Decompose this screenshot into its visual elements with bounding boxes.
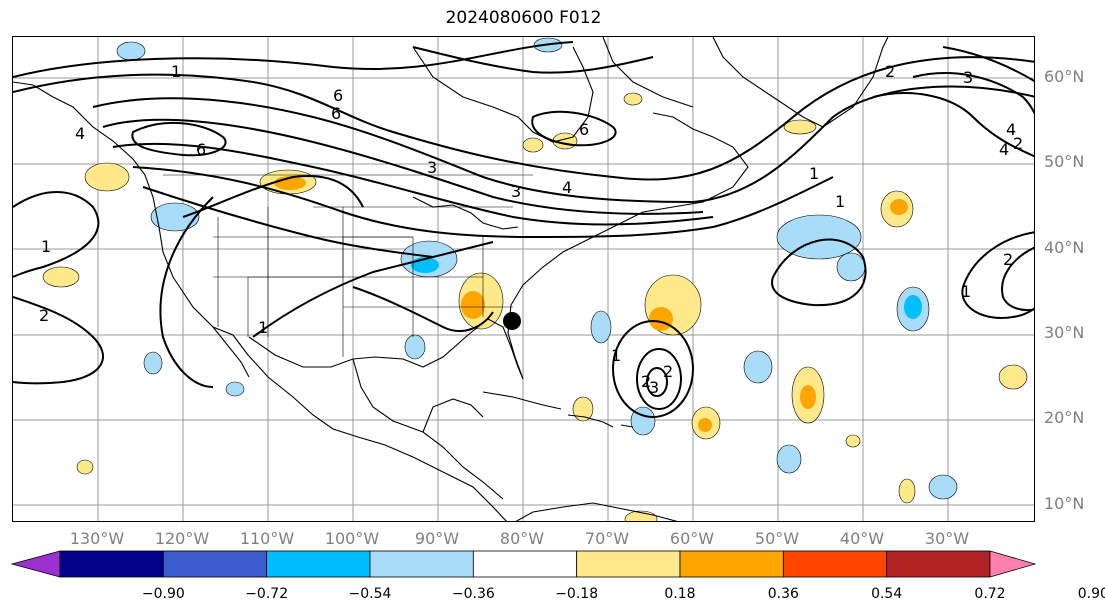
colorbar-tick-label: −0.54	[348, 586, 392, 602]
lat-label-50n: 50°N	[1044, 152, 1085, 171]
contour-label: 3	[963, 68, 973, 87]
contour-label: 4	[999, 140, 1009, 159]
lon-label-90w: 90°W	[414, 529, 460, 548]
contour-label: 3	[511, 182, 521, 201]
contour-label: 2	[1013, 134, 1023, 153]
contour-label: 1	[41, 237, 51, 256]
contour-label: 4	[75, 124, 85, 143]
contour-label: 2	[663, 362, 673, 381]
contour-label: 3	[649, 378, 659, 397]
contour-label: 2	[39, 306, 49, 325]
contour-label: 2	[1003, 250, 1013, 269]
location-marker[interactable]	[503, 312, 521, 330]
lon-label-50w: 50°W	[754, 529, 800, 548]
colorbar-tick-label: −0.90	[141, 586, 185, 602]
contour-labels: 1 6 4 6 2 3 4 6 3 4 3 2 1 1 1 6 4 2 2 1 …	[39, 62, 1023, 397]
colorbar-segment	[576, 550, 681, 578]
graticule	[13, 37, 1034, 521]
colorbar-extend-max	[989, 550, 1037, 578]
lon-label-120w: 120°W	[154, 529, 210, 548]
lon-label-40w: 40°W	[839, 529, 885, 548]
contour-label: 6	[331, 104, 341, 123]
contour-label: 1	[611, 346, 621, 365]
contour-label: 2	[885, 62, 895, 81]
colorbar-tick-label: −0.72	[245, 586, 289, 602]
contour-label: 2	[641, 372, 651, 391]
colorbar-segment	[886, 550, 991, 578]
colorbar-tick-label: −0.36	[451, 586, 495, 602]
contour-label: 1	[171, 62, 181, 81]
map-svg: 1 6 4 6 2 3 4 6 3 4 3 2 1 1 1 6 4 2 2 1 …	[13, 37, 1034, 521]
contour-label: 1	[258, 318, 268, 337]
lat-label-60n: 60°N	[1044, 67, 1085, 86]
contour-label: 3	[427, 158, 437, 177]
colorbar-segment	[472, 550, 578, 578]
contour-label: 4	[562, 178, 572, 197]
contour-label: 1	[961, 282, 971, 301]
contour-label: 6	[196, 140, 206, 159]
contour-lines	[13, 41, 1034, 418]
lon-label-130w: 130°W	[69, 529, 125, 548]
map-panel[interactable]: 1 6 4 6 2 3 4 6 3 4 3 2 1 1 1 6 4 2 2 1 …	[12, 36, 1035, 522]
lon-label-100w: 100°W	[324, 529, 380, 548]
colorbar-segment	[59, 550, 164, 578]
lat-label-40n: 40°N	[1044, 238, 1085, 257]
contour-label: 1	[809, 164, 819, 183]
contour-label: 6	[333, 86, 343, 105]
colorbar-segment	[679, 550, 784, 578]
colorbar-tick-label: 0.18	[664, 586, 696, 602]
colorbar-segment	[266, 550, 371, 578]
colorbar	[10, 550, 1037, 578]
contour-label: 1	[835, 192, 845, 211]
colorbar-tick-label: 0.90	[1077, 586, 1105, 602]
colorbar-tick-label: 0.54	[871, 586, 903, 602]
lon-label-70w: 70°W	[584, 529, 630, 548]
colorbar-tick-label: 0.72	[974, 586, 1006, 602]
colorbar-segment	[162, 550, 268, 578]
colorbar-segment	[782, 550, 888, 578]
contour-label: 6	[579, 120, 589, 139]
lon-label-60w: 60°W	[669, 529, 715, 548]
lon-label-30w: 30°W	[924, 529, 970, 548]
shaded-patches	[42, 37, 1028, 521]
coastlines	[13, 37, 889, 521]
contour-label: 4	[1006, 120, 1016, 139]
lat-label-20n: 20°N	[1044, 408, 1085, 427]
lon-label-80w: 80°W	[499, 529, 545, 548]
lat-label-30n: 30°N	[1044, 323, 1085, 342]
colorbar-segment	[369, 550, 474, 578]
lat-label-10n: 10°N	[1044, 494, 1085, 513]
colorbar-extend-min	[10, 550, 61, 578]
colorbar-tick-label: −0.18	[555, 586, 599, 602]
map-title: 2024080600 F012	[445, 8, 602, 28]
colorbar-tick-label: 0.36	[767, 586, 799, 602]
lon-label-110w: 110°W	[239, 529, 295, 548]
